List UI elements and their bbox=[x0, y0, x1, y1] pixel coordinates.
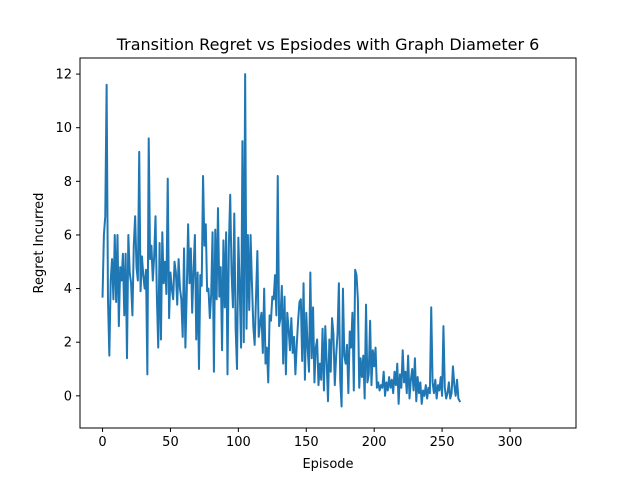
series-layer bbox=[101, 73, 462, 408]
x-tick-label: 200 bbox=[362, 435, 387, 450]
plot-frame bbox=[79, 57, 577, 429]
x-tick-label: 50 bbox=[162, 435, 179, 450]
y-tick-label: 4 bbox=[64, 282, 72, 297]
x-tick-label: 150 bbox=[294, 435, 319, 450]
x-tick-label: 100 bbox=[226, 435, 251, 450]
chart-title: Transition Regret vs Epsiodes with Graph… bbox=[116, 35, 540, 54]
x-tick-label: 250 bbox=[430, 435, 455, 450]
y-axis-label: Regret Incurred bbox=[32, 193, 47, 294]
y-tick-label: 8 bbox=[64, 175, 72, 190]
y-tick-label: 10 bbox=[55, 121, 72, 136]
x-tick-label: 0 bbox=[98, 435, 106, 450]
y-axis-ticks: 0 2 4 6 8 10 12 bbox=[55, 68, 80, 404]
x-axis-ticks: 0 50 100 150 200 250 300 bbox=[98, 428, 522, 450]
x-tick-label: 300 bbox=[498, 435, 523, 450]
series-line bbox=[101, 73, 462, 408]
y-tick-label: 0 bbox=[64, 389, 72, 404]
y-tick-label: 2 bbox=[64, 336, 72, 351]
x-axis-label: Episode bbox=[302, 457, 353, 472]
y-tick-label: 6 bbox=[64, 228, 72, 243]
y-tick-label: 12 bbox=[55, 68, 72, 83]
